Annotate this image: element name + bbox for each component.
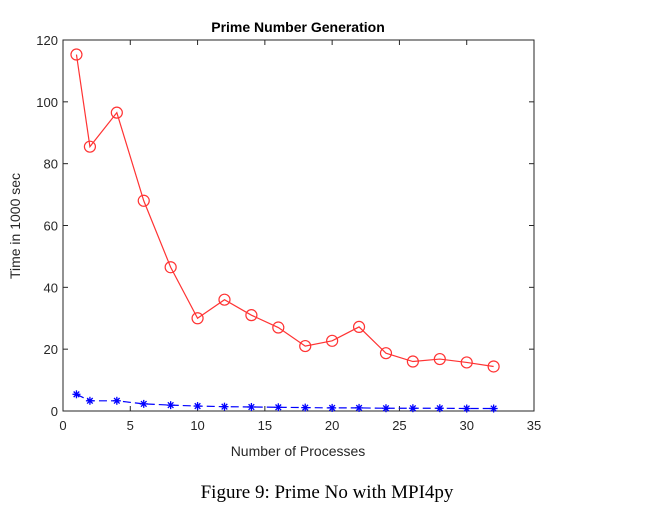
x-tick-label: 30 <box>459 418 473 433</box>
series-2-point <box>72 390 81 399</box>
series-2-point <box>489 404 498 413</box>
x-tick-label: 25 <box>392 418 406 433</box>
series-1-point <box>218 293 231 306</box>
y-tick-label: 60 <box>44 219 58 234</box>
series-2-point <box>381 404 390 413</box>
series-1-point <box>460 356 473 369</box>
x-tick-label: 5 <box>127 418 134 433</box>
y-axis-label: Time in 1000 sec <box>7 173 23 279</box>
y-tick-label: 100 <box>36 95 58 110</box>
series-2-point <box>112 396 121 405</box>
series-2-point <box>435 404 444 413</box>
x-tick-label: 0 <box>59 418 66 433</box>
chart: Prime Number Generation Number of Proces… <box>7 19 541 459</box>
series-2-point <box>462 404 471 413</box>
series-2-point <box>247 402 256 411</box>
chart-title: Prime Number Generation <box>211 19 385 35</box>
series-1-line <box>75 54 494 368</box>
plot-box <box>62 39 535 412</box>
series-1-point <box>379 347 393 360</box>
x-tick-label: 35 <box>527 418 541 433</box>
series-2-point <box>355 403 364 412</box>
series-2-point <box>408 404 417 413</box>
series-2-point <box>220 402 229 411</box>
series-2-point <box>85 396 94 405</box>
series-2-point <box>274 403 283 412</box>
x-axis-label: Number of Processes <box>231 443 366 459</box>
series-2-point <box>328 403 337 412</box>
series-1-point <box>245 309 258 322</box>
y-tick-label: 40 <box>44 280 58 295</box>
series-1-point <box>326 334 339 347</box>
y-tick-label: 0 <box>51 404 58 419</box>
series-1-point <box>487 360 500 373</box>
series-2-point <box>139 399 148 408</box>
series-1-point <box>352 320 366 334</box>
series-1-point <box>137 194 150 207</box>
x-tick-label: 15 <box>258 418 272 433</box>
series-2-line <box>76 393 494 410</box>
series-1-point <box>406 355 419 368</box>
series-2-point <box>193 402 202 411</box>
series-1-point <box>191 312 204 325</box>
y-tick-label: 80 <box>44 157 58 172</box>
series-1-point <box>83 140 97 153</box>
series-2-point <box>301 403 310 412</box>
series-1-point <box>110 106 123 119</box>
series-1-point <box>70 48 83 61</box>
y-tick-label: 20 <box>44 342 58 357</box>
series-1-point <box>299 339 312 353</box>
x-tick-label: 20 <box>325 418 339 433</box>
x-tick-label: 10 <box>190 418 204 433</box>
series-2-point <box>166 401 175 410</box>
y-tick-label: 120 <box>36 33 58 48</box>
series-1-point <box>433 352 446 366</box>
series-1-point <box>164 261 177 274</box>
figure-caption: Figure 9: Prime No with MPI4py <box>200 482 454 503</box>
series-1-point <box>272 321 285 334</box>
